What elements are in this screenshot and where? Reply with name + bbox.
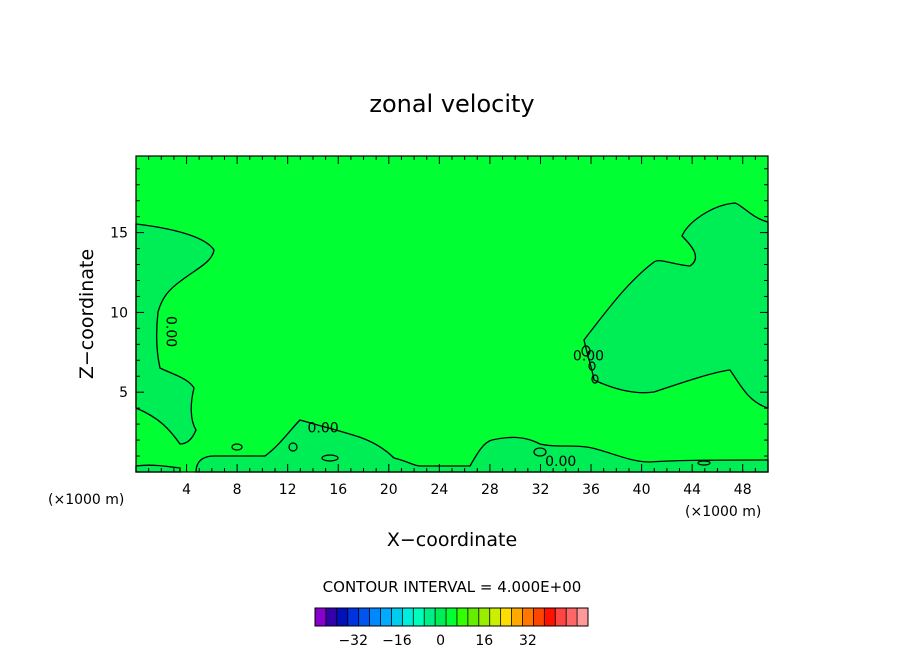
- chart-title: zonal velocity: [369, 90, 534, 118]
- colorbar-swatch: [380, 608, 392, 626]
- contour-regions: [135, 202, 769, 473]
- colorbar-swatch: [413, 608, 425, 626]
- colorbar-swatch: [577, 608, 589, 626]
- colorbar-frame: [314, 607, 589, 627]
- contour-loop-3: [321, 454, 339, 462]
- contour-labels: 0.00 0.00 0.00 0.00: [162, 316, 604, 470]
- colorbar-swatch: [500, 608, 512, 626]
- colorbar-tick-label: 0: [436, 633, 445, 649]
- x-unit-left: (×1000 m): [48, 492, 124, 508]
- y-tick-label: 10: [110, 305, 128, 321]
- colorbar-swatch: [325, 608, 338, 626]
- x-tick-label: 20: [380, 482, 398, 498]
- colorbar-swatch: [566, 608, 578, 626]
- colorbar-swatch: [489, 608, 501, 626]
- colorbar-swatch: [358, 608, 370, 626]
- colorbar-tick-label: −16: [382, 633, 412, 649]
- contour-region-right: [583, 202, 769, 409]
- colorbar-swatch: [336, 608, 349, 626]
- contour-loop-4: [581, 345, 591, 357]
- x-tick-label: 24: [430, 482, 448, 498]
- colorbar-tick-labels: −32 −16 0 16 32: [338, 633, 536, 649]
- colorbar-tick-label: 16: [475, 633, 493, 649]
- contour-loop-6: [591, 374, 599, 384]
- colorbar-swatch: [478, 608, 491, 626]
- colorbar-swatch: [533, 608, 545, 626]
- contour-loop-5: [588, 361, 596, 371]
- colorbar-swatch: [467, 608, 480, 626]
- contour-region-bottom-strip: [135, 464, 181, 473]
- x-tick-label: 28: [481, 482, 499, 498]
- colorbar-swatch: [369, 608, 381, 626]
- contour-label: 0.00: [162, 316, 178, 347]
- x-unit-right: (×1000 m): [685, 504, 761, 520]
- x-tick-label: 12: [279, 482, 297, 498]
- y-tick-label: 15: [110, 226, 128, 242]
- contour-region-left: [135, 223, 215, 445]
- colorbar-swatch: [446, 608, 458, 626]
- x-tick-label: 32: [532, 482, 550, 498]
- x-tick-label: 36: [582, 482, 600, 498]
- contour-label: 0.00: [573, 348, 604, 364]
- contour-region-bottom: [195, 419, 769, 473]
- colorbar-swatch: [456, 608, 469, 626]
- colorbar-swatch: [424, 608, 436, 626]
- contour-loop-7: [533, 447, 547, 457]
- y-axis: 5 10 15: [110, 168, 768, 457]
- contour-loop-1: [231, 443, 243, 451]
- x-tick-label: 48: [734, 482, 752, 498]
- x-tick-label: 44: [683, 482, 701, 498]
- x-tick-label: 40: [633, 482, 651, 498]
- colorbar-tick-label: −32: [338, 633, 368, 649]
- colorbar-swatch: [347, 608, 359, 626]
- contour-interval-text: CONTOUR INTERVAL = 4.000E+00: [323, 578, 582, 596]
- colorbar-swatch: [315, 608, 327, 626]
- x-tick-label: 8: [233, 482, 242, 498]
- x-tick-label: 16: [329, 482, 347, 498]
- colorbar-tick-label: 32: [519, 633, 537, 649]
- y-tick-label: 5: [119, 385, 128, 401]
- colorbar-swatch: [435, 608, 447, 626]
- colorbar-swatch: [402, 608, 414, 626]
- x-tick-label: 4: [182, 482, 191, 498]
- colorbar-swatch: [555, 608, 567, 626]
- colorbar: [314, 607, 589, 627]
- y-axis-label: Z−coordinate: [76, 249, 98, 379]
- x-axis-label: X−coordinate: [387, 529, 517, 551]
- x-axis: 4 8 12 16 20 24 28 32 36 40 44 48: [148, 156, 756, 498]
- contour-label: 0.00: [307, 420, 338, 436]
- contour-loop-2: [288, 442, 298, 452]
- colorbar-swatch: [522, 608, 534, 626]
- colorbar-swatch: [544, 608, 556, 626]
- contour-label: 0.00: [545, 454, 576, 470]
- contour-loop-8: [697, 460, 711, 466]
- colorbar-swatch: [391, 608, 403, 626]
- colorbar-swatch: [511, 608, 523, 626]
